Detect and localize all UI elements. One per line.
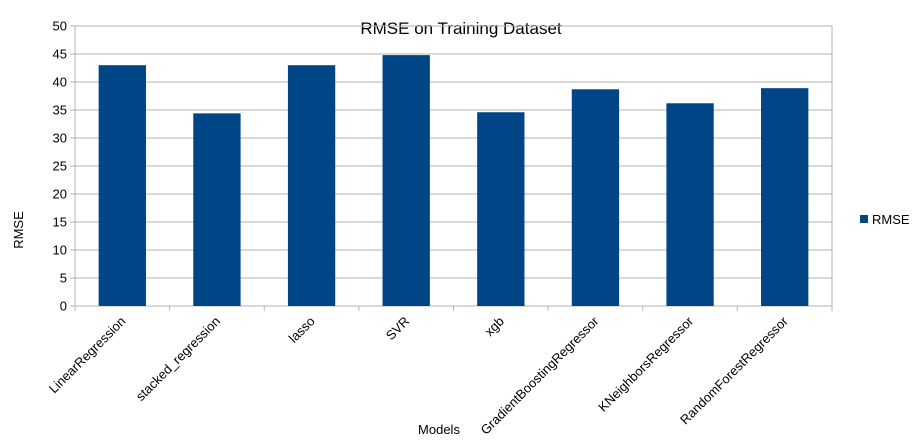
y-tick-label: 10 bbox=[53, 243, 67, 258]
x-tick-label: LinearRegression bbox=[46, 314, 129, 397]
y-axis-label: RMSE bbox=[11, 211, 26, 249]
bar bbox=[477, 112, 525, 307]
x-tick-label: KNeighborsRegressor bbox=[595, 313, 697, 415]
legend-swatch bbox=[860, 215, 868, 223]
bars bbox=[98, 55, 809, 307]
bar bbox=[287, 65, 336, 306]
y-tick-label: 5 bbox=[60, 271, 67, 286]
x-axis-ticks: LinearRegression stacked_regression lasso S… bbox=[46, 306, 833, 438]
x-tick-label: SVR bbox=[383, 314, 413, 344]
chart-title: RMSE on Training Dataset bbox=[360, 19, 562, 38]
y-tick-label: 25 bbox=[53, 159, 67, 174]
bar bbox=[571, 89, 620, 306]
y-tick-label: 35 bbox=[53, 103, 67, 118]
x-axis-label: Models bbox=[418, 422, 460, 437]
bar bbox=[382, 55, 430, 307]
bar bbox=[193, 113, 241, 306]
y-tick-label: 50 bbox=[53, 19, 67, 34]
x-tick-label: lasso bbox=[286, 314, 318, 346]
y-tick-label: 20 bbox=[53, 187, 67, 202]
y-axis-ticks: 0 5 10 15 20 25 30 35 40 45 50 bbox=[53, 19, 75, 314]
x-tick-label: xgb bbox=[482, 314, 507, 339]
gridlines bbox=[75, 25, 832, 307]
x-tick-label: RandomForestRegressor bbox=[677, 313, 791, 427]
bar bbox=[98, 65, 146, 306]
x-tick-label: stacked_regression bbox=[133, 314, 223, 404]
legend: RMSE bbox=[860, 212, 910, 227]
bar bbox=[761, 88, 809, 306]
y-tick-label: 0 bbox=[60, 299, 67, 314]
y-tick-label: 40 bbox=[53, 75, 67, 90]
legend-label: RMSE bbox=[872, 212, 910, 227]
y-tick-label: 45 bbox=[53, 47, 67, 62]
bar bbox=[666, 103, 714, 306]
y-tick-label: 15 bbox=[53, 215, 67, 230]
y-tick-label: 30 bbox=[53, 131, 67, 146]
